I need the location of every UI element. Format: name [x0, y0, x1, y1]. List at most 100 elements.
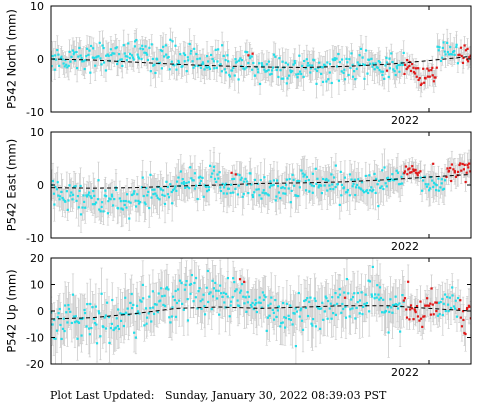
data-point: [381, 169, 384, 172]
data-point: [455, 43, 458, 46]
data-point: [250, 183, 253, 186]
data-point: [212, 60, 215, 63]
data-point: [77, 55, 80, 58]
data-point: [283, 187, 286, 190]
data-point: [118, 197, 121, 200]
data-point: [125, 59, 129, 62]
data-point: [203, 304, 206, 308]
data-point: [366, 189, 369, 192]
data-point: [398, 70, 401, 73]
data-point: [381, 70, 385, 73]
data-point: [417, 67, 420, 70]
data-point: [334, 291, 337, 295]
data-point: [426, 67, 429, 70]
data-point: [56, 48, 59, 52]
data-point: [217, 177, 220, 180]
data-point: [317, 66, 320, 69]
data-point: [165, 286, 169, 289]
data-point: [321, 301, 324, 304]
data-point: [451, 53, 454, 56]
data-point: [185, 279, 188, 283]
data-point: [414, 67, 418, 70]
data-point: [232, 191, 235, 194]
data-point: [298, 186, 301, 189]
data-point: [358, 54, 361, 57]
data-point: [251, 52, 254, 55]
data-point: [106, 53, 109, 56]
data-point: [329, 187, 332, 191]
data-point: [92, 189, 95, 193]
data-point: [163, 55, 166, 58]
data-point: [216, 173, 219, 176]
data-point: [191, 179, 194, 182]
data-point: [198, 57, 202, 60]
data-point: [309, 67, 313, 70]
data-point: [154, 192, 157, 195]
data-point: [245, 66, 248, 69]
data-point: [138, 312, 141, 315]
error-bars: [51, 258, 471, 364]
data-point: [303, 173, 306, 176]
data-point: [165, 180, 168, 183]
data-point: [181, 177, 184, 181]
data-point: [67, 64, 70, 67]
data-point: [102, 210, 105, 213]
data-point: [441, 46, 444, 50]
data-point: [57, 312, 60, 315]
data-point: [188, 187, 191, 190]
data-point: [392, 68, 395, 71]
data-point: [263, 294, 266, 297]
data-point: [411, 62, 414, 66]
data-point: [193, 187, 197, 190]
data-point: [199, 300, 202, 303]
data-point: [305, 175, 308, 179]
data-point: [96, 55, 99, 58]
data-point: [161, 50, 164, 53]
data-point: [198, 182, 201, 185]
data-point: [381, 73, 384, 77]
data-point: [418, 77, 421, 80]
data-point: [277, 75, 280, 79]
data-point: [94, 305, 97, 308]
data-point: [244, 177, 247, 180]
data-point: [380, 185, 383, 188]
data-point: [325, 80, 328, 83]
data-point: [335, 57, 338, 60]
data-point: [85, 47, 89, 50]
data-point: [415, 75, 418, 78]
data-point: [211, 279, 214, 282]
data-point: [149, 173, 152, 176]
data-point: [306, 64, 309, 67]
data-point: [346, 189, 349, 192]
data-point: [201, 61, 204, 64]
data-point: [282, 77, 285, 80]
data-point: [319, 327, 322, 330]
data-point: [403, 72, 406, 76]
data-point: [376, 183, 379, 186]
data-point: [441, 188, 444, 191]
data-point: [103, 194, 106, 197]
data-point: [432, 181, 436, 184]
data-point: [403, 170, 407, 173]
data-point: [151, 188, 154, 191]
data-point: [57, 53, 60, 56]
data-point: [363, 302, 366, 306]
data-point: [194, 276, 198, 280]
data-point: [196, 57, 199, 61]
data-point: [304, 67, 307, 70]
data-point: [94, 64, 97, 67]
y-axis-label: P542 North (mm): [5, 9, 19, 109]
data-point: [157, 292, 160, 295]
data-point: [380, 70, 383, 73]
y-tick-label: 0: [37, 53, 44, 66]
data-point: [348, 194, 351, 197]
data-point: [279, 69, 282, 72]
data-point: [189, 282, 193, 286]
data-point: [152, 312, 156, 316]
data-point: [240, 58, 244, 62]
data-point: [287, 74, 291, 77]
data-point: [296, 76, 299, 79]
data-point: [174, 315, 178, 318]
data-point: [422, 67, 425, 70]
data-point: [140, 186, 144, 189]
